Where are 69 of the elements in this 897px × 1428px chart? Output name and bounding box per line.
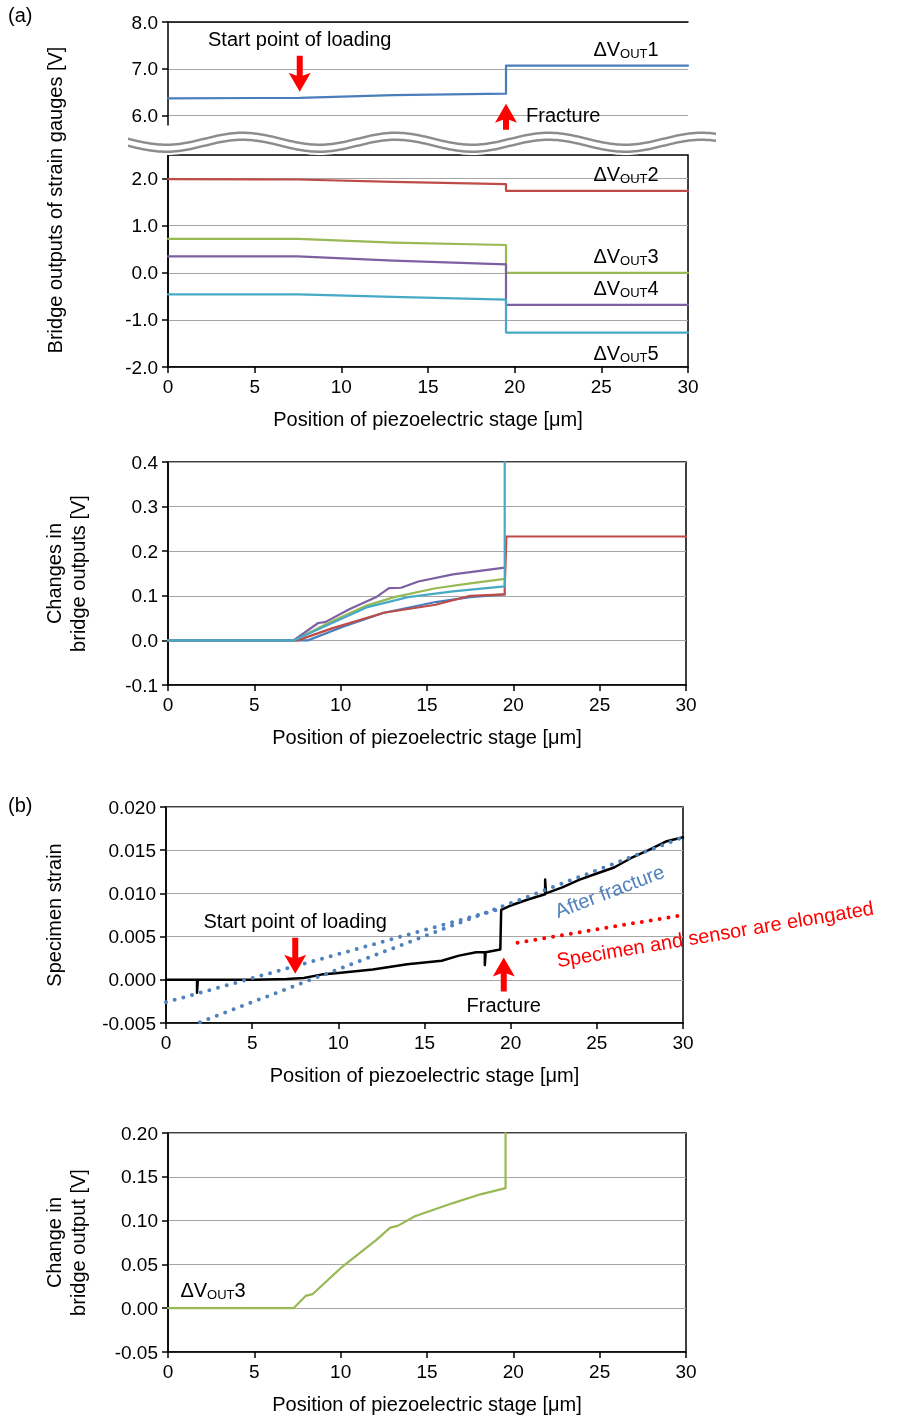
x-tick-label: 15 <box>417 376 439 397</box>
annotation: Start point of loading <box>208 27 392 50</box>
y-tick-label: 0.020 <box>108 796 156 818</box>
y-axis-title: Changes in bridge outputs [V] <box>43 495 89 652</box>
x-tick-label: 10 <box>330 694 352 715</box>
text: (a) <box>8 4 33 26</box>
y-tick-label: 0.05 <box>121 1253 158 1275</box>
y-tick-label: -1.0 <box>125 309 158 331</box>
y-tick-label: 0.010 <box>108 882 156 904</box>
y-tick-label: 2.0 <box>131 168 158 190</box>
x-tick-label: 15 <box>413 1032 436 1053</box>
y-tick-label: 0.3 <box>131 496 158 518</box>
x-tick-label: 20 <box>500 1032 522 1053</box>
y-tick-label: 0.015 <box>108 839 156 861</box>
y-tick-label: 0.00 <box>121 1297 158 1319</box>
x-tick-label: 30 <box>675 694 697 715</box>
y-tick-label: 6.0 <box>131 105 158 127</box>
y-axis-title: Bridge outputs of strain gauges [V] <box>43 46 67 354</box>
x-tick-label: 10 <box>330 1361 352 1382</box>
y-axis-title: Change in bridge output [V] <box>43 1169 89 1316</box>
y-tick-label: 0.20 <box>121 1122 158 1144</box>
x-tick-label: 0 <box>162 1361 174 1382</box>
y-tick-label: 0.000 <box>108 969 156 991</box>
x-tick-label: 0 <box>162 376 174 397</box>
x-tick-label: 25 <box>589 1361 611 1382</box>
x-tick-label: 30 <box>677 376 699 397</box>
y-tick-label: 0.005 <box>108 926 156 948</box>
y-tick-label: -0.1 <box>125 674 158 696</box>
x-tick-label: 10 <box>330 376 352 397</box>
text: (b) <box>8 794 33 816</box>
x-tick-label: 5 <box>249 1361 260 1382</box>
x-tick-label: 10 <box>327 1032 349 1053</box>
y-tick-label: 0.0 <box>131 629 158 651</box>
x-tick-label: 15 <box>416 694 438 715</box>
y-tick-label: 0.2 <box>131 540 158 562</box>
x-axis-title: Position of piezoelectric stage [μm] <box>269 1064 580 1086</box>
y-tick-label: 1.0 <box>131 215 158 237</box>
annotation: Fracture <box>466 993 542 1016</box>
x-tick-label: 20 <box>502 694 524 715</box>
x-tick-label: 30 <box>672 1032 694 1053</box>
x-tick-label: 20 <box>502 1361 524 1382</box>
y-tick-label: 0.15 <box>121 1166 158 1188</box>
x-tick-label: 0 <box>162 694 174 715</box>
x-axis-title: Position of piezoelectric stage [μm] <box>272 1393 582 1415</box>
y-tick-label: 0.0 <box>131 262 158 284</box>
x-tick-label: 5 <box>249 376 260 397</box>
y-tick-label: -0.05 <box>114 1341 158 1363</box>
x-tick-label: 30 <box>675 1361 697 1382</box>
y-tick-label: 0.1 <box>131 585 158 607</box>
x-tick-label: 25 <box>589 694 611 715</box>
x-tick-label: 5 <box>246 1032 258 1053</box>
x-tick-label: 5 <box>249 694 260 715</box>
text: After fracture <box>551 860 668 922</box>
x-tick-label: 20 <box>504 376 526 397</box>
annotation: Start point of loading <box>203 909 387 932</box>
y-tick-label: -2.0 <box>125 356 158 378</box>
x-axis-title: Position of piezoelectric stage [μm] <box>272 726 582 748</box>
annotation: Fracture <box>526 103 601 126</box>
y-axis-title: Specimen strain <box>43 843 65 987</box>
y-tick-label: 7.0 <box>131 58 158 80</box>
x-tick-label: 25 <box>590 376 612 397</box>
x-tick-label: 15 <box>416 1361 438 1382</box>
y-tick-label: 0.10 <box>121 1210 158 1232</box>
y-tick-label: 8.0 <box>131 11 158 33</box>
x-tick-label: 25 <box>586 1032 608 1053</box>
x-tick-label: 0 <box>160 1032 172 1053</box>
x-axis-title: Position of piezoelectric stage [μm] <box>273 408 583 430</box>
y-tick-label: 0.4 <box>131 451 159 473</box>
y-tick-label: -0.005 <box>102 1012 156 1034</box>
